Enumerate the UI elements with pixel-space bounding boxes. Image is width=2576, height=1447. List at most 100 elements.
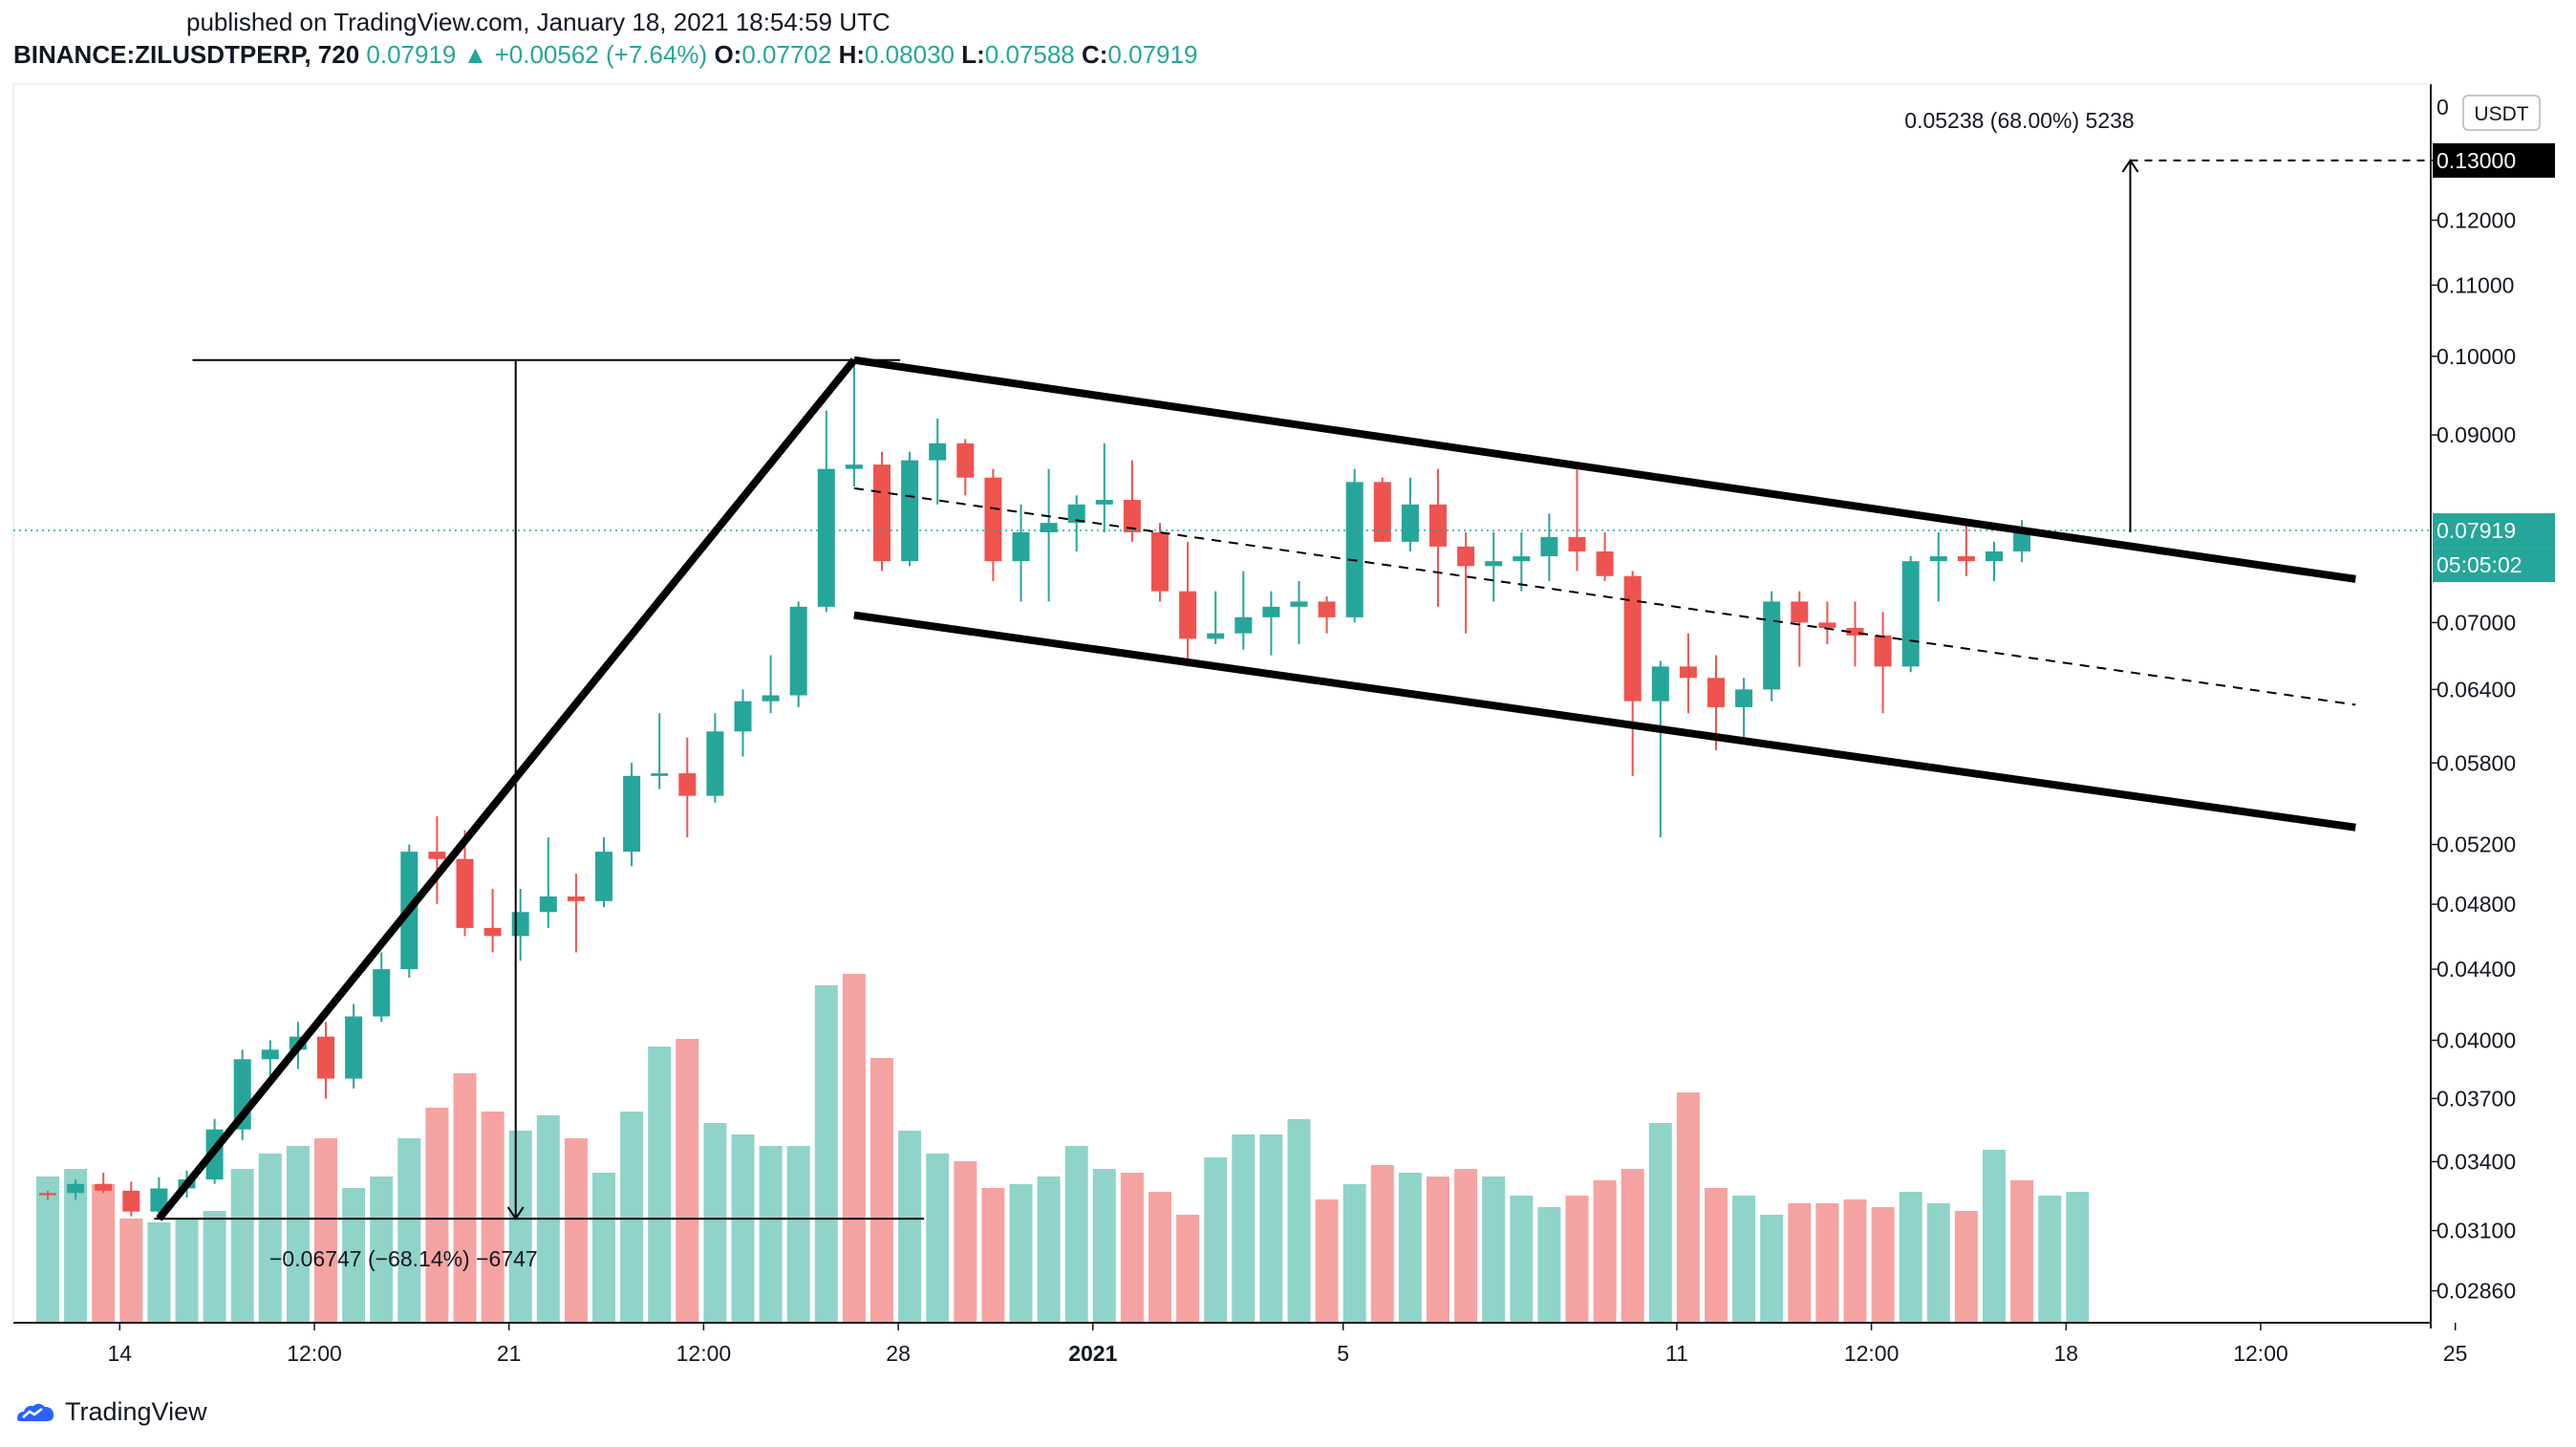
candle-body (1651, 666, 1669, 702)
last-value: 0.07919 (366, 40, 457, 69)
high-value: 0.08030 (865, 40, 955, 69)
candle-body (1986, 551, 2003, 562)
volume-bar (2066, 1192, 2090, 1322)
volume-bar (648, 1047, 672, 1322)
candle-body (901, 460, 919, 562)
measure-up-label: 0.05238 (68.00%) 5238 (1904, 108, 2134, 133)
volume-bar (1537, 1207, 1561, 1322)
candle-body (483, 927, 502, 937)
time-tick-label: 12:00 (1844, 1341, 1900, 1366)
candle-body (1763, 601, 1781, 690)
time-tick-label: 12:00 (287, 1341, 342, 1366)
volume-bar (397, 1138, 421, 1322)
currency-button (2462, 95, 2541, 131)
candle-body (95, 1183, 113, 1191)
volume-bar (1510, 1196, 1534, 1322)
candle-body (1818, 622, 1836, 628)
price-tick-label: 0.12000 (2436, 207, 2516, 232)
price-tick-label: 0.04400 (2436, 957, 2516, 982)
last-price-badge (2433, 513, 2555, 549)
volume-bar (1092, 1169, 1116, 1322)
candle-body (1067, 504, 1085, 524)
volume-bar (954, 1161, 977, 1322)
target-price-badge (2433, 142, 2555, 178)
candle-body (1513, 556, 1531, 562)
volume-bar (2038, 1196, 2062, 1322)
close-label: C: (1081, 40, 1108, 69)
price-tick-label: 0.03400 (2436, 1149, 2516, 1174)
measure-down-arrowhead (506, 1206, 525, 1220)
tradingview-logo-icon (17, 1403, 54, 1421)
target-price-label: 0.13000 (2436, 148, 2516, 173)
candle-body (511, 912, 529, 937)
price-tick-label: 0.04800 (2436, 892, 2516, 917)
time-tick-label: 14 (108, 1341, 133, 1366)
volume-bar (147, 1222, 171, 1322)
volume-bar (1954, 1211, 1978, 1322)
volume-bar (786, 1146, 810, 1322)
candle-body (1791, 601, 1809, 623)
candle-body (956, 443, 975, 478)
candle-body (1318, 601, 1336, 617)
candle-body (623, 775, 641, 853)
volume-bar (1037, 1177, 1061, 1322)
volume-bar (175, 1219, 199, 1322)
volume-bar (508, 1131, 532, 1322)
candle-body (678, 773, 697, 796)
candle-body (817, 468, 835, 607)
candle-body (1095, 500, 1113, 505)
candle-body (122, 1190, 140, 1212)
price-tick-label: 0.05200 (2436, 832, 2516, 857)
volume-bar (370, 1177, 394, 1322)
candle-body (373, 969, 391, 1017)
currency-label: USDT (2474, 103, 2528, 125)
open-value: 0.07702 (741, 40, 832, 69)
change-arrow-icon: ▲ (462, 40, 488, 69)
volume-bar (453, 1073, 477, 1322)
candle-body (1623, 575, 1642, 702)
interval[interactable]: 720 (317, 40, 360, 69)
volume-bar (564, 1138, 588, 1322)
candle-body (67, 1183, 85, 1194)
candle-body (1540, 536, 1558, 557)
time-tick-label: 2021 (1068, 1341, 1117, 1366)
candle-body (1568, 536, 1586, 551)
volume-bar (1732, 1196, 1756, 1322)
volume-bar (592, 1173, 615, 1322)
volume-bar (1287, 1119, 1311, 1322)
volume-bar (1983, 1150, 2006, 1322)
candle-body (845, 464, 863, 469)
volume-bar (759, 1146, 783, 1322)
open-label: O: (714, 40, 742, 69)
symbol-name[interactable]: BINANCE:ZILUSDTPERP (13, 40, 305, 69)
candle-body (1596, 551, 1614, 576)
candle-body (1234, 616, 1253, 634)
candle-body (1429, 504, 1447, 547)
volume-bar (1064, 1146, 1088, 1322)
candle-body (1040, 523, 1058, 532)
time-tick-label: 11 (1665, 1341, 1688, 1366)
tradingview-logo[interactable]: TradingView (13, 1397, 207, 1427)
volume-bar (1232, 1134, 1256, 1322)
candle-body (1735, 689, 1753, 707)
price-tick-label: 0.06400 (2436, 677, 2516, 702)
flag-mid-line (853, 486, 2356, 706)
candle-body (1401, 504, 1419, 542)
volume-bar (92, 1184, 116, 1322)
price-tick-label: 0.02860 (2436, 1279, 2516, 1304)
candle-body (1123, 500, 1141, 532)
candle-body (1929, 556, 1947, 562)
candle-body (1485, 561, 1503, 567)
candle-body (1262, 606, 1280, 617)
flag-pole-line (156, 357, 858, 1221)
candle-body (317, 1036, 334, 1079)
countdown-badge (2433, 548, 2555, 583)
volume-bar (898, 1131, 922, 1322)
countdown-label: 05:05:02 (2436, 552, 2522, 577)
candle-body (1679, 666, 1697, 679)
volume-bar (230, 1169, 254, 1322)
volume-bar (1204, 1157, 1228, 1322)
symbol-bar: BINANCE:ZILUSDTPERP, 720 0.07919 ▲ +0.00… (13, 40, 1198, 69)
volume-bar (1843, 1199, 1867, 1322)
